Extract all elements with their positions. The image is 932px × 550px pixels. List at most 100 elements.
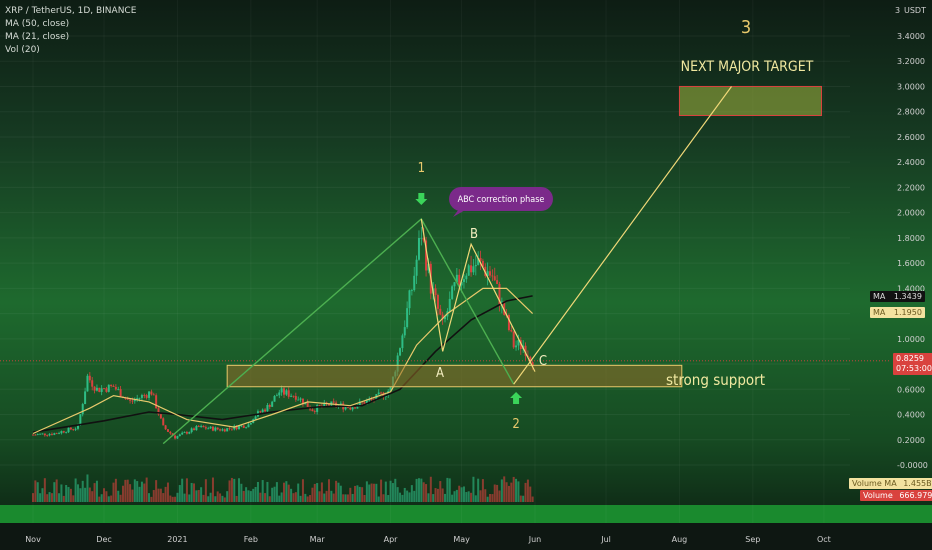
volume-bar (74, 478, 77, 502)
volume-bar (223, 497, 226, 502)
arrow-down-icon (415, 193, 428, 205)
candle-body (181, 432, 184, 435)
volume-bar (446, 477, 449, 502)
candle-body (455, 274, 458, 283)
candle-body (444, 316, 447, 320)
candle-body (290, 395, 293, 397)
volume-bar (358, 486, 361, 502)
candle-body (145, 395, 148, 398)
volume-bar (425, 484, 428, 502)
candle-body (515, 345, 518, 348)
candle-body (268, 405, 271, 407)
volume-bar (311, 487, 314, 502)
candle-body (126, 398, 129, 400)
volume-bar (209, 492, 212, 502)
volume-bar (72, 495, 75, 502)
volume-bar (178, 485, 181, 502)
candle-body (138, 397, 141, 399)
price-tick-label: 1.0000 (897, 335, 925, 344)
candle-body (219, 429, 222, 431)
volume-bar (65, 485, 68, 502)
price-tick-label: 3.2000 (897, 57, 925, 66)
candle-body (408, 290, 411, 309)
price-tick-label: 2.6000 (897, 133, 925, 142)
candle-body (453, 282, 456, 287)
candle-body (136, 398, 139, 400)
candle-body (193, 428, 196, 431)
volume-bar (119, 494, 122, 502)
candle-body (197, 426, 200, 427)
volume-bar (145, 477, 148, 502)
time-tick-label: Oct (817, 535, 831, 544)
candle-body (46, 435, 49, 437)
volume-bar (436, 488, 439, 502)
volume-ma-tag: Volume MA 1.455B (849, 478, 932, 489)
candle-body (76, 425, 79, 429)
volume-bar (107, 496, 110, 502)
volume-bar (126, 479, 129, 502)
candle-body (93, 386, 96, 391)
candle-body (235, 425, 238, 430)
volume-bar (301, 479, 304, 502)
volume-bar (105, 491, 108, 502)
volume-bar (214, 496, 217, 502)
price-axis-currency: USDT (904, 6, 926, 15)
volume-bar (477, 478, 480, 502)
candle-body (396, 355, 399, 372)
volume-bar (294, 492, 297, 502)
volume-bar (432, 494, 435, 502)
volume-bar (195, 490, 198, 502)
candle-body (417, 237, 420, 260)
candle-body (72, 429, 75, 431)
volume-bar (417, 478, 420, 502)
candle-body (195, 426, 198, 431)
volume-bar (522, 495, 525, 502)
volume-bar (491, 494, 494, 502)
time-tick-label: Apr (384, 535, 399, 544)
volume-bar (339, 485, 342, 502)
price-tick-label: 2.0000 (897, 209, 925, 218)
bottom-strip (0, 505, 932, 523)
candle-body (53, 433, 56, 435)
volume-bar (143, 483, 146, 502)
candle-body (323, 402, 326, 407)
price-tick-label: 2.8000 (897, 108, 925, 117)
candle-body (230, 428, 233, 430)
candle-body (512, 331, 515, 348)
candle-body (226, 428, 229, 432)
chart-legend: XRP / TetherUS, 1D, BINANCE MA (50, clos… (5, 5, 136, 57)
candle-body (401, 335, 404, 349)
volume-bar (351, 493, 354, 502)
countdown-value: 07:53:00 (896, 364, 932, 373)
volume-bar (76, 484, 79, 502)
candle-body (107, 384, 110, 392)
candle-body (427, 263, 430, 271)
volume-bar (271, 487, 274, 502)
candle-body (327, 403, 330, 406)
correction-bubble-tail (453, 209, 467, 217)
candle-body (451, 286, 454, 299)
volume-bar (283, 482, 285, 502)
volume-bar (365, 481, 368, 502)
candle-body (69, 427, 72, 430)
volume-bar (112, 482, 115, 502)
volume-bar (204, 479, 207, 502)
candle-body (363, 402, 366, 405)
candle-body (129, 399, 132, 401)
volume-bar (316, 483, 319, 502)
time-tick-label: Dec (96, 535, 111, 544)
volume-bar (327, 479, 330, 502)
candle-body (105, 388, 108, 392)
time-tick-label: Aug (672, 535, 688, 544)
candle-body (140, 395, 143, 398)
price-tick-label: 0.4000 (897, 411, 925, 420)
volume-bar (55, 479, 58, 502)
candle-body (415, 259, 418, 276)
candle-body (65, 432, 68, 433)
volume-bar (325, 490, 328, 502)
volume-bar (292, 493, 295, 502)
volume-bar (136, 481, 139, 502)
candle-body (98, 387, 101, 392)
